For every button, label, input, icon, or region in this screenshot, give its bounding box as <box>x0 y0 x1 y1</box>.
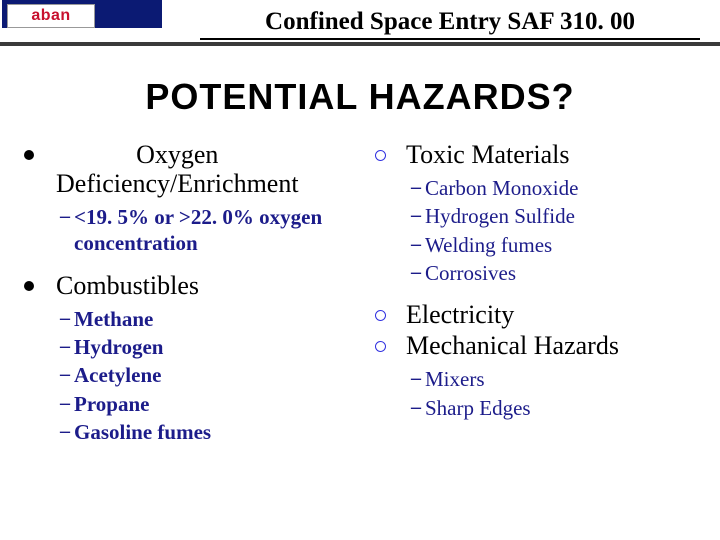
list-item-electricity: Electricity <box>375 300 702 329</box>
sub-item-label: <19. 5% or >22. 0% oxygen concentration <box>74 204 351 257</box>
content-columns: Oxygen Deficiency/Enrichment – <19. 5% o… <box>0 140 720 459</box>
sub-item-label: Hydrogen Sulfide <box>425 203 575 229</box>
sub-item: –Carbon Monoxide <box>411 175 702 201</box>
list-item-oxygen: Oxygen Deficiency/Enrichment <box>24 140 351 198</box>
dash-icon: – <box>411 366 425 391</box>
sub-item-label: Carbon Monoxide <box>425 175 578 201</box>
list-item-label: Electricity <box>406 300 514 329</box>
dash-icon: – <box>60 391 74 416</box>
dash-icon: – <box>411 203 425 228</box>
bullet-solid-icon <box>24 281 34 291</box>
sub-item-label: Propane <box>74 391 149 417</box>
sub-item-label: Welding fumes <box>425 232 552 258</box>
sub-item: –Acetylene <box>60 362 351 388</box>
bullet-hollow-icon <box>375 310 386 321</box>
dash-icon: – <box>60 419 74 444</box>
sub-item-label: Gasoline fumes <box>74 419 211 445</box>
list-item-mechanical: Mechanical Hazards <box>375 331 702 360</box>
sub-list-combustibles: –Methane –Hydrogen –Acetylene –Propane –… <box>60 306 351 445</box>
list-item-combustibles: Combustibles <box>24 271 351 300</box>
sub-item: –Methane <box>60 306 351 332</box>
header-divider <box>0 42 720 46</box>
sub-item: –Welding fumes <box>411 232 702 258</box>
bullet-solid-icon <box>24 150 34 160</box>
dash-icon: – <box>411 175 425 200</box>
header-bar: aban Confined Space Entry SAF 310. 00 <box>0 0 720 56</box>
sub-item: – <19. 5% or >22. 0% oxygen concentratio… <box>60 204 351 257</box>
dash-icon: – <box>60 204 74 229</box>
column-left: Oxygen Deficiency/Enrichment – <19. 5% o… <box>24 140 361 459</box>
logo-text: aban <box>31 7 70 25</box>
dash-icon: – <box>411 232 425 257</box>
sub-item-label: Acetylene <box>74 362 161 388</box>
sub-item-label: Hydrogen <box>74 334 163 360</box>
sub-item: –Hydrogen Sulfide <box>411 203 702 229</box>
sub-item: –Mixers <box>411 366 702 392</box>
list-item-label: Combustibles <box>56 271 199 300</box>
slide: aban Confined Space Entry SAF 310. 00 PO… <box>0 0 720 540</box>
page-title: POTENTIAL HAZARDS? <box>0 76 720 118</box>
sub-item-label: Methane <box>74 306 153 332</box>
list-item-toxic: Toxic Materials <box>375 140 702 169</box>
sub-item-label: Mixers <box>425 366 485 392</box>
list-item-label: Oxygen Deficiency/Enrichment <box>56 140 299 198</box>
dash-icon: – <box>411 395 425 420</box>
sub-item: –Propane <box>60 391 351 417</box>
dash-icon: – <box>60 306 74 331</box>
logo-box: aban <box>7 4 95 28</box>
column-right: Toxic Materials –Carbon Monoxide –Hydrog… <box>361 140 702 459</box>
sub-item: –Corrosives <box>411 260 702 286</box>
dash-icon: – <box>60 362 74 387</box>
sub-item: –Hydrogen <box>60 334 351 360</box>
list-item-label: Mechanical Hazards <box>406 331 619 360</box>
bullet-hollow-icon <box>375 341 386 352</box>
dash-icon: – <box>411 260 425 285</box>
header-title: Confined Space Entry SAF 310. 00 <box>200 8 700 40</box>
dash-icon: – <box>60 334 74 359</box>
list-item-label: Toxic Materials <box>406 140 570 169</box>
sub-item: –Gasoline fumes <box>60 419 351 445</box>
sub-item-label: Sharp Edges <box>425 395 531 421</box>
bullet-hollow-icon <box>375 150 386 161</box>
sub-item: –Sharp Edges <box>411 395 702 421</box>
sub-list-mechanical: –Mixers –Sharp Edges <box>411 366 702 421</box>
sub-list-oxygen: – <19. 5% or >22. 0% oxygen concentratio… <box>60 204 351 257</box>
sub-item-label: Corrosives <box>425 260 516 286</box>
sub-list-toxic: –Carbon Monoxide –Hydrogen Sulfide –Weld… <box>411 175 702 286</box>
